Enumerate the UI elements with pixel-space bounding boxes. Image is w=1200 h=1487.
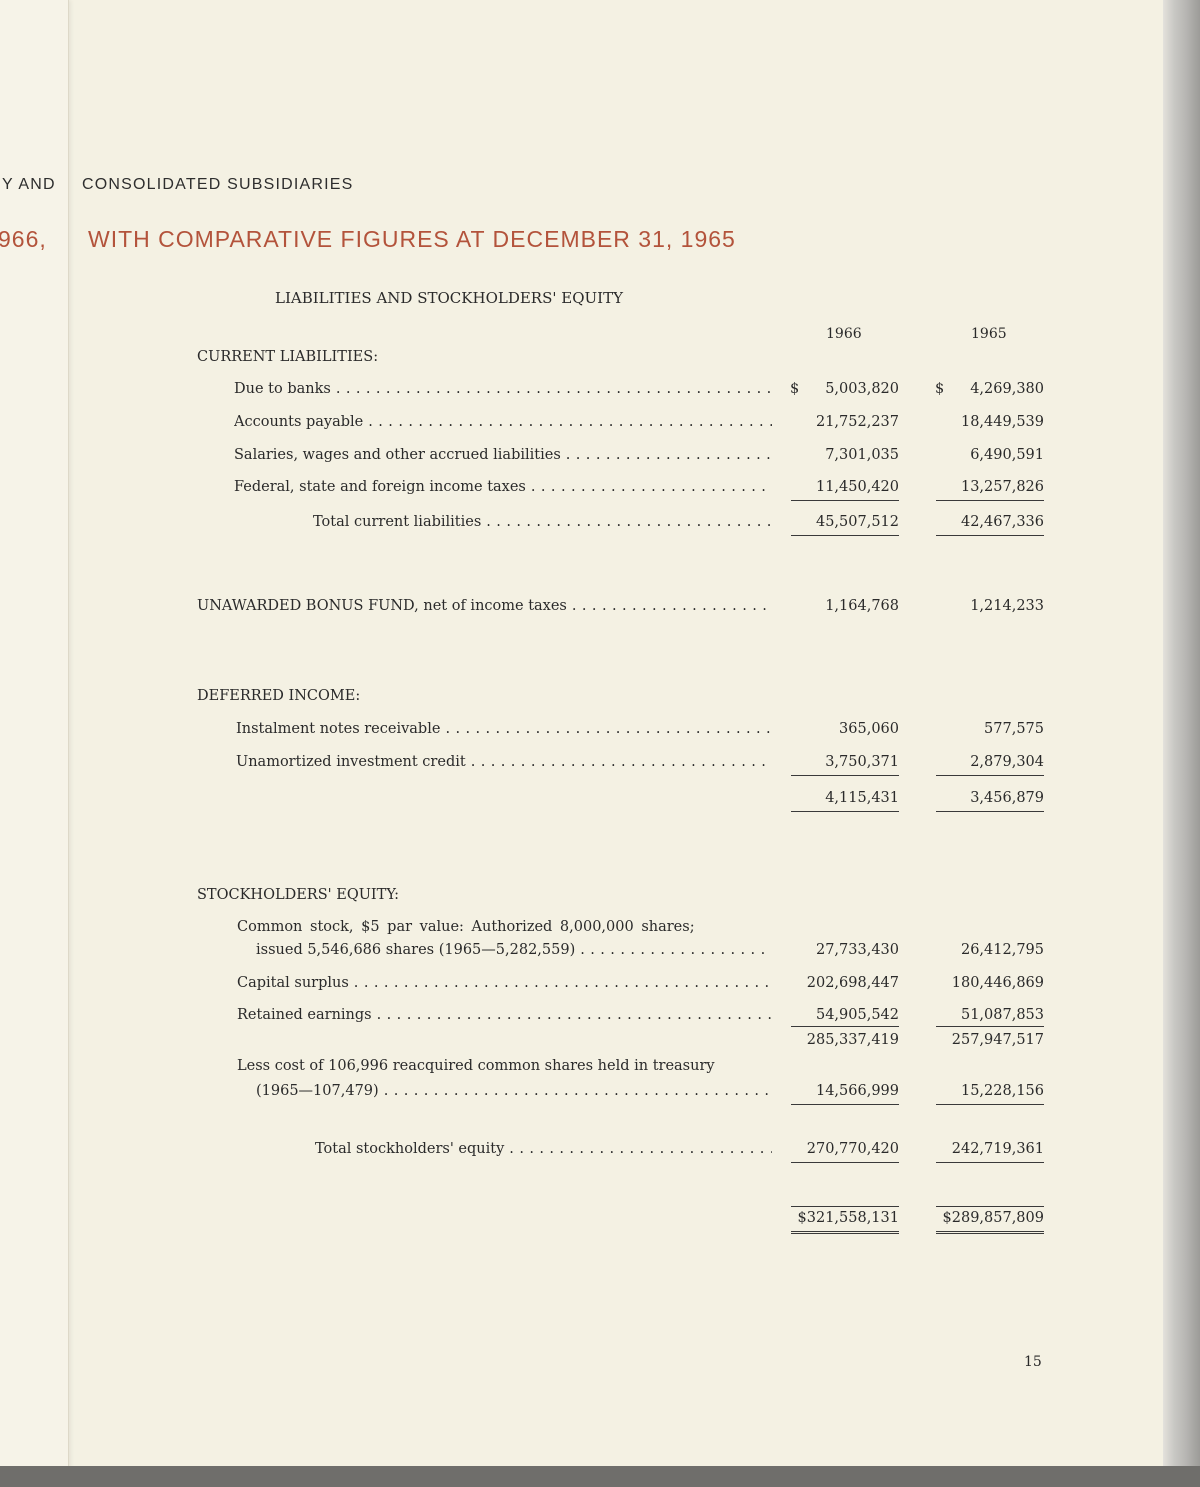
value-1966: 14,566,999: [791, 1083, 899, 1105]
row-label-line1: Less cost of 106,996 reacquired common s…: [237, 1058, 715, 1074]
value-1965: 6,490,591: [970, 447, 1044, 463]
value-1965: 42,467,336: [936, 514, 1044, 536]
page-number: 15: [1024, 1354, 1042, 1370]
value-1966: 202,698,447: [806, 975, 899, 991]
page-edge-right: [1163, 0, 1200, 1487]
value-1965: 1,214,233: [970, 598, 1044, 614]
value-1966: 27,733,430: [815, 942, 899, 958]
value-1966: 365,060: [839, 721, 899, 737]
left-page-fragment-2: 966,: [0, 226, 47, 252]
value-1965: 3,456,879: [936, 790, 1044, 812]
column-header-1966: 1966: [826, 326, 862, 342]
currency-symbol: $: [790, 381, 800, 397]
value-1965: 257,947,517: [951, 1032, 1044, 1048]
header-title: WITH COMPARATIVE FIGURES AT DECEMBER 31,…: [88, 226, 736, 252]
value-1966: 45,507,512: [791, 514, 899, 536]
value-1965: $289,857,809: [936, 1206, 1044, 1234]
value-1966: 1,164,768: [825, 598, 899, 614]
row-label: Due to banks: [234, 381, 772, 397]
value-1966: 285,337,419: [806, 1032, 899, 1048]
value-1965: 4,269,380: [970, 381, 1044, 397]
left-page-fragment-1: Y AND: [2, 176, 56, 193]
current-liabilities-heading: CURRENT LIABILITIES:: [197, 349, 379, 365]
value-1965: 242,719,361: [936, 1141, 1044, 1163]
row-label: Federal, state and foreign income taxes: [234, 479, 772, 495]
value-1965: 26,412,795: [960, 942, 1044, 958]
row-label-line1: Common stock, $5 par value: Authorized 8…: [237, 919, 695, 935]
value-1965: 2,879,304: [936, 754, 1044, 776]
value-1966: 5,003,820: [825, 381, 899, 397]
left-page-edge: [0, 0, 69, 1487]
row-label: Capital surplus: [237, 975, 772, 991]
section-title: LIABILITIES AND STOCKHOLDERS' EQUITY: [275, 289, 623, 307]
row-label: Unamortized investment credit: [236, 754, 772, 770]
value-1965: 18,449,539: [960, 414, 1044, 430]
row-label-line2: issued 5,546,686 shares (1965—5,282,559): [256, 942, 772, 958]
column-header-1965: 1965: [971, 326, 1007, 342]
value-1966: 3,750,371: [791, 754, 899, 776]
row-label: Instalment notes receivable: [236, 721, 772, 737]
value-1966: 7,301,035: [825, 447, 899, 463]
value-1966: 54,905,542: [791, 1007, 899, 1027]
row-label: Accounts payable: [234, 414, 772, 430]
value-1966: $321,558,131: [791, 1206, 899, 1234]
value-1966: 4,115,431: [791, 790, 899, 812]
value-1966: 21,752,237: [815, 414, 899, 430]
row-label: Retained earnings: [237, 1007, 772, 1023]
stockholders-equity-heading: STOCKHOLDERS' EQUITY:: [197, 887, 399, 903]
currency-symbol: $: [935, 381, 945, 397]
header-subtitle: CONSOLIDATED SUBSIDIARIES: [82, 176, 354, 193]
value-1965: 577,575: [984, 721, 1044, 737]
row-label: Total current liabilities: [313, 514, 772, 530]
row-label: Salaries, wages and other accrued liabil…: [234, 447, 772, 463]
value-1966: 270,770,420: [791, 1141, 899, 1163]
value-1965: 180,446,869: [951, 975, 1044, 991]
row-label: Total stockholders' equity: [315, 1141, 772, 1157]
value-1965: 51,087,853: [936, 1007, 1044, 1027]
value-1965: 13,257,826: [936, 479, 1044, 501]
deferred-income-heading: DEFERRED INCOME:: [197, 688, 361, 704]
row-label: UNAWARDED BONUS FUND, net of income taxe…: [197, 598, 772, 614]
value-1966: 11,450,420: [791, 479, 899, 501]
page-edge-bottom: [0, 1466, 1200, 1487]
value-1965: 15,228,156: [936, 1083, 1044, 1105]
row-label-line2: (1965—107,479): [256, 1083, 772, 1099]
